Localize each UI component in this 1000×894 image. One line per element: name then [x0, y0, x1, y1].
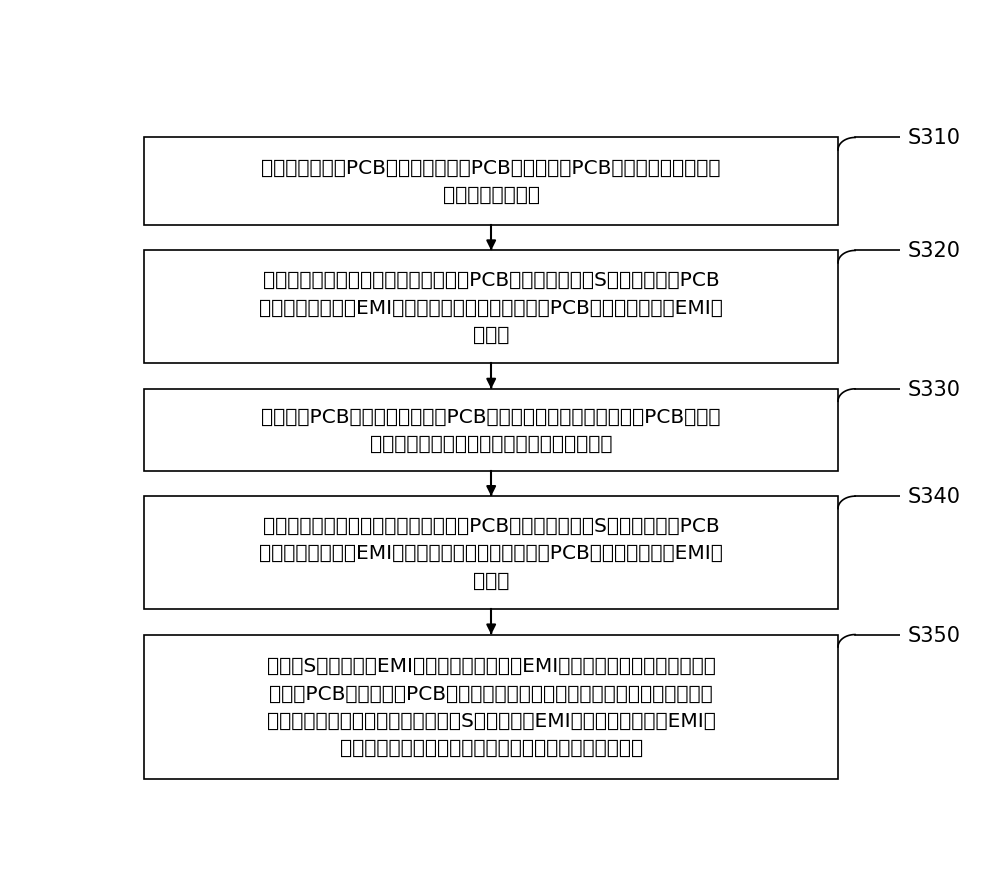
Text: S340: S340 [908, 486, 961, 507]
Text: S330: S330 [908, 379, 961, 400]
Bar [144, 635, 838, 779]
Bar [144, 496, 838, 610]
Text: 根据第一PCB三维模型和设置在PCB走线上的去耦电容，建立第二PCB三维模
型，并将设置去耦电容的位置确认为当前位置: 根据第一PCB三维模型和设置在PCB走线上的去耦电容，建立第二PCB三维模 型，… [261, 407, 721, 453]
Text: 根据待测芯片和PCB走线，建立第一PCB三维模型；PCB走线为连接待测芯片
的供电引脚的走线: 根据待测芯片和PCB走线，建立第一PCB三维模型；PCB走线为连接待测芯片 的供… [261, 159, 721, 205]
Text: S350: S350 [908, 625, 961, 645]
Text: S320: S320 [908, 241, 961, 261]
Text: 根据预设吸取电流频率，获取对应第二PCB三维模型的第二S参数；对第二PCB
三维模型输入预设EMI辐射激励信号，输出对应第二PCB三维模型的第二EMI辐
射强度: 根据预设吸取电流频率，获取对应第二PCB三维模型的第二S参数；对第二PCB 三维… [259, 517, 723, 590]
Bar [144, 390, 838, 471]
Bar [144, 139, 838, 226]
Text: S310: S310 [908, 129, 961, 148]
Bar [144, 251, 838, 364]
Text: 根据预设吸取电流频率，获取对应第一PCB三维模型的第一S参数；对第一PCB
三维模型输入预设EMI辐射激励信号，输出对应第一PCB三维模型的第一EMI辐
射强度: 根据预设吸取电流频率，获取对应第一PCB三维模型的第一S参数；对第一PCB 三维… [259, 271, 723, 344]
Text: 若第二S参数和第二EMI辐射强度不满足预设EMI辐射条件，则将去耦电容设置
在第一PCB三维模型的PCB走线的供电引脚与当前位置之间，并将当前位置更
新为设置去: 若第二S参数和第二EMI辐射强度不满足预设EMI辐射条件，则将去耦电容设置 在第… [267, 656, 716, 757]
